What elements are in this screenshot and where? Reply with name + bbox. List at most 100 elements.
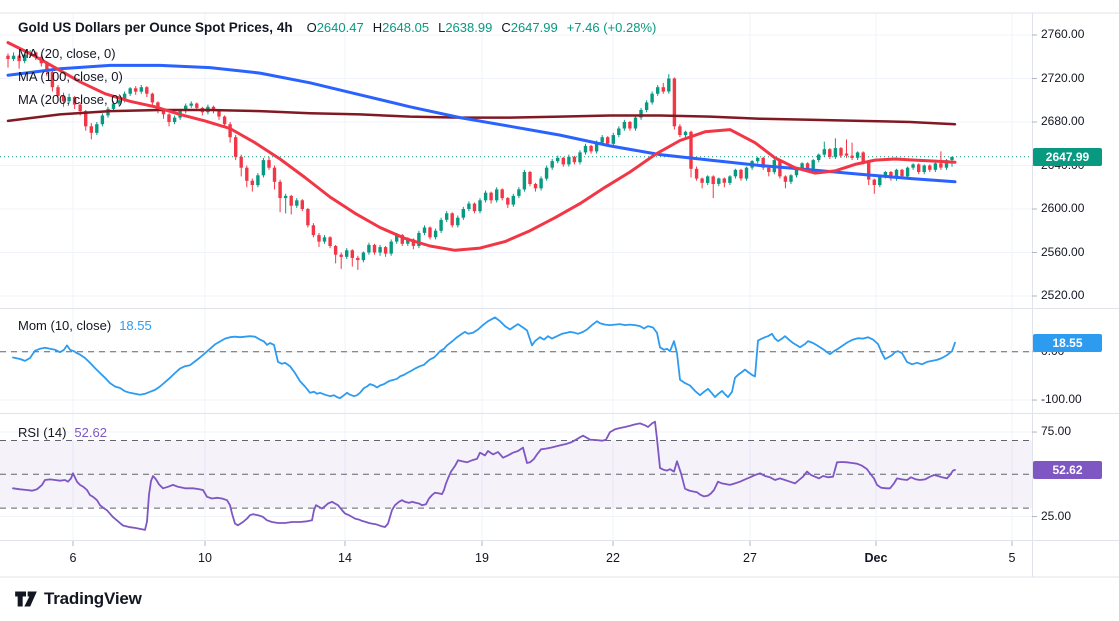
rsi-line: [12, 420, 956, 531]
candle-body: [900, 169, 904, 177]
time-axis-label: 14: [338, 551, 352, 565]
candle-body: [789, 175, 793, 182]
candle-body: [578, 152, 582, 163]
candle-body: [822, 149, 826, 155]
candle-body: [700, 178, 704, 183]
candle-body: [656, 87, 660, 94]
candle-body: [378, 247, 382, 253]
candle-body: [633, 117, 638, 129]
change-value: +7.46 (+0.28%): [566, 20, 657, 35]
time-axis-label: 10: [198, 551, 212, 565]
candle-body: [644, 102, 649, 110]
candle-body: [345, 250, 349, 257]
candle-body: [478, 200, 482, 212]
time-axis-label: 22: [606, 551, 620, 565]
candle-body: [722, 178, 726, 183]
low-value: L2638.99: [438, 20, 493, 35]
rsi-axis-label: 75.00: [1041, 424, 1072, 439]
candle-body: [372, 244, 377, 253]
candle-body: [583, 145, 588, 153]
candle-body: [628, 122, 632, 129]
price-scale[interactable]: 2760.002720.002680.002640.002600.002560.…: [1032, 13, 1119, 577]
candle-body: [828, 149, 832, 157]
candle-body: [672, 78, 677, 127]
momentum-badge[interactable]: 18.55: [1033, 334, 1102, 352]
candle-body: [867, 162, 871, 180]
candle-body: [905, 167, 910, 177]
mom-axis-label: -100.00: [1041, 392, 1082, 407]
legend-ma200[interactable]: MA (200, close, 0): [18, 92, 123, 107]
candle-body: [311, 225, 316, 236]
candle-body: [844, 153, 849, 156]
candle-body: [261, 160, 266, 176]
candle-body: [439, 219, 443, 231]
candle-body: [489, 192, 493, 201]
time-axis-label: 5: [1008, 551, 1016, 565]
candle-body: [917, 164, 921, 172]
legend-ma100[interactable]: MA (100, close, 0): [18, 69, 123, 84]
candle-body: [739, 169, 743, 179]
candle-body: [472, 203, 477, 212]
candle-body: [356, 257, 360, 261]
candle-body: [939, 163, 943, 168]
rsi-label: RSI (14): [18, 425, 67, 440]
rsi-axis-label: 25.00: [1041, 508, 1072, 523]
momentum-value: 18.55: [119, 318, 152, 333]
candle-body: [383, 247, 388, 254]
candle-body: [195, 103, 199, 108]
candle-body: [417, 232, 421, 246]
legend-rsi[interactable]: RSI (14) 52.62: [18, 425, 107, 440]
candle-body: [150, 93, 155, 103]
candle-body: [561, 157, 565, 165]
candle-body: [467, 203, 471, 209]
candle-body: [389, 241, 393, 254]
candle-body: [728, 176, 732, 183]
rsi-badge[interactable]: 52.62: [1033, 461, 1102, 479]
candle-body: [894, 169, 899, 179]
price-axis-label: 2760.00: [1041, 27, 1085, 41]
candle-body: [6, 55, 10, 59]
candle-body: [161, 110, 166, 115]
candle-body: [222, 116, 227, 125]
candle-body: [433, 230, 438, 238]
chart-canvas[interactable]: [0, 0, 1119, 580]
candle-body: [450, 213, 454, 226]
candle-body: [533, 184, 538, 189]
candle-body: [589, 145, 593, 152]
candle-body: [283, 195, 288, 199]
candle-body: [461, 209, 465, 218]
candle-body: [45, 63, 49, 72]
price-axis-label: 2720.00: [1041, 70, 1085, 85]
candle-body: [367, 244, 371, 253]
candle-body: [594, 142, 599, 152]
candle-body: [717, 178, 721, 184]
candle-body: [733, 169, 738, 177]
candle-body: [706, 176, 710, 183]
candle-body: [950, 156, 954, 161]
candle-body: [539, 178, 543, 189]
close-value: C2647.99: [501, 20, 558, 35]
candle-body: [483, 192, 488, 201]
candle-body: [139, 87, 143, 92]
candle-body: [56, 87, 60, 96]
candle-body: [250, 180, 254, 185]
candle-body: [339, 254, 343, 257]
time-axis-label: 19: [475, 551, 489, 565]
candle-body: [128, 88, 132, 94]
open-value: O2640.47: [306, 20, 364, 35]
symbol-title-row[interactable]: Gold US Dollars per Ounce Spot Prices, 4…: [18, 20, 656, 35]
last-price-badge[interactable]: 2647.99: [1033, 148, 1102, 166]
time-scale[interactable]: 6 10 14 19 22 27 Dec 5: [0, 541, 1032, 577]
candle-body: [234, 137, 238, 157]
legend-momentum[interactable]: Mom (10, close) 18.55: [18, 318, 152, 333]
tradingview-logo[interactable]: TradingView: [14, 589, 142, 609]
price-axis-label: 2560.00: [1041, 244, 1085, 259]
candle-body: [395, 235, 399, 242]
symbol-title[interactable]: Gold US Dollars per Ounce Spot Prices, 4…: [18, 20, 293, 35]
legend-ma20[interactable]: MA (20, close, 0): [18, 46, 116, 61]
candle-body: [78, 104, 82, 112]
candle-body: [767, 167, 771, 172]
candle-body: [639, 110, 643, 118]
candle-body: [600, 137, 604, 143]
price-axis-label: 2600.00: [1041, 201, 1085, 215]
